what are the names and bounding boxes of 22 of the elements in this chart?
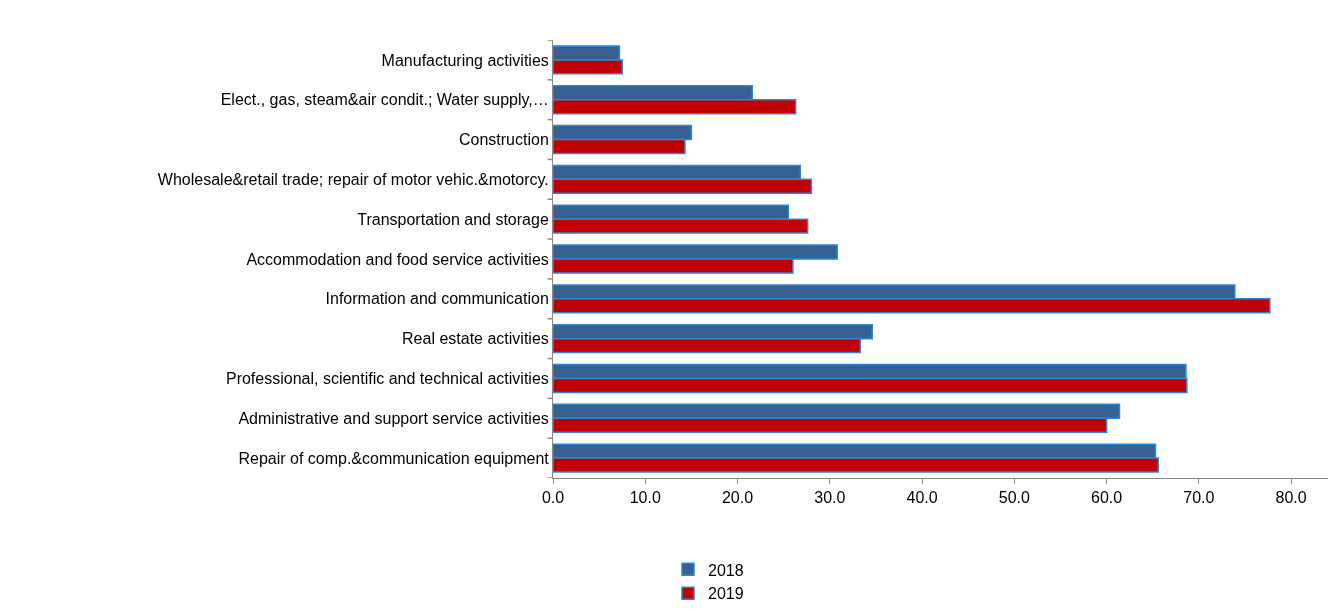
x-tick-label: 40.0 — [906, 489, 938, 507]
x-tick-label: 10.0 — [629, 489, 661, 507]
y-tick-label: Wholesale&retail trade; repair of motor vehic.&motorcy. — [157, 170, 549, 188]
y-tick-label: Construction — [458, 131, 549, 149]
legend-label: 2019 — [708, 585, 744, 603]
y-tick-label: Transportation and storage — [357, 210, 549, 228]
y-tick-label: Real estate activities — [402, 330, 549, 348]
x-tick-label: 50.0 — [998, 489, 1030, 507]
x-tick-label: 70.0 — [1183, 489, 1215, 507]
x-tick-label: 80.0 — [1275, 489, 1307, 507]
y-tick-label: Repair of comp.&communication equipment — [238, 449, 550, 467]
y-tick-label: Manufacturing activities — [381, 51, 549, 69]
y-tick-label: Information and communication — [325, 290, 549, 308]
x-tick-label: 60.0 — [1091, 489, 1123, 507]
y-tick-label: Professional, scientific and technical activities — [225, 370, 549, 388]
x-tick-label: 20.0 — [721, 489, 754, 507]
y-tick-label: Administrative and support service activities — [238, 409, 549, 427]
x-tick-label: 0.0 — [541, 489, 565, 507]
y-tick-label: Accommodation and food service activities — [246, 250, 549, 268]
x-tick-label: 30.0 — [814, 489, 846, 507]
y-tick-label: Elect., gas, steam&air condit.; Water supply,… — [220, 91, 549, 109]
legend-label: 2018 — [708, 561, 744, 579]
